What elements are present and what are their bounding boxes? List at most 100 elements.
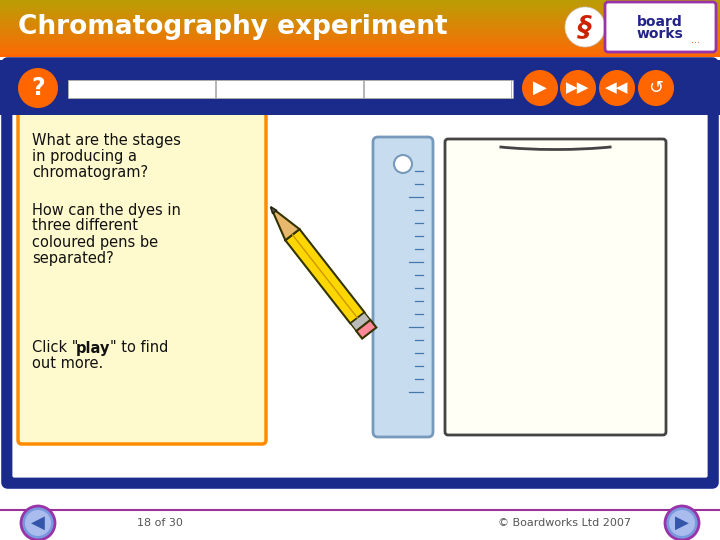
- Bar: [0, 6, 720, 7]
- Text: " to find: " to find: [110, 341, 168, 355]
- Bar: [0, 49, 720, 50]
- Text: board: board: [637, 15, 683, 29]
- Bar: [0, 53, 720, 54]
- FancyBboxPatch shape: [68, 80, 513, 98]
- Bar: [0, 34, 720, 35]
- Bar: [0, 55, 720, 57]
- Text: in producing a: in producing a: [32, 148, 137, 164]
- Bar: [0, 20, 720, 21]
- Polygon shape: [271, 207, 276, 214]
- Text: © Boardworks Ltd 2007: © Boardworks Ltd 2007: [498, 518, 631, 528]
- Text: ◀◀: ◀◀: [606, 80, 629, 96]
- Circle shape: [394, 155, 412, 173]
- Bar: [0, 60, 720, 115]
- Bar: [0, 44, 720, 45]
- Bar: [0, 21, 720, 22]
- Polygon shape: [271, 207, 300, 240]
- FancyBboxPatch shape: [216, 80, 363, 98]
- Bar: [0, 30, 720, 31]
- Circle shape: [638, 70, 674, 106]
- Text: ?: ?: [31, 76, 45, 100]
- Bar: [0, 4, 720, 5]
- Circle shape: [565, 7, 605, 47]
- FancyBboxPatch shape: [605, 2, 716, 52]
- Bar: [0, 32, 720, 33]
- Text: How can the dyes in: How can the dyes in: [32, 202, 181, 218]
- Bar: [0, 38, 720, 39]
- Circle shape: [560, 70, 596, 106]
- Circle shape: [21, 506, 55, 540]
- Text: three different: three different: [32, 219, 138, 233]
- Bar: [0, 10, 720, 11]
- Bar: [0, 26, 720, 27]
- Polygon shape: [356, 320, 377, 339]
- Bar: [0, 40, 720, 41]
- Bar: [0, 25, 720, 26]
- Text: coloured pens be: coloured pens be: [32, 234, 158, 249]
- Bar: [0, 28, 720, 29]
- Bar: [0, 3, 720, 4]
- Text: What are the stages: What are the stages: [32, 132, 181, 147]
- Bar: [0, 37, 720, 38]
- Bar: [0, 15, 720, 16]
- FancyBboxPatch shape: [4, 60, 716, 486]
- FancyBboxPatch shape: [373, 137, 433, 437]
- Bar: [0, 19, 720, 20]
- Circle shape: [25, 510, 51, 536]
- Bar: [0, 47, 720, 48]
- Bar: [0, 39, 720, 40]
- Bar: [0, 0, 720, 1]
- Bar: [0, 46, 720, 47]
- Bar: [0, 18, 720, 19]
- Bar: [0, 41, 720, 42]
- Circle shape: [669, 510, 695, 536]
- Text: §: §: [578, 13, 592, 41]
- Bar: [0, 505, 720, 540]
- Bar: [0, 33, 720, 34]
- Bar: [0, 23, 720, 24]
- Circle shape: [665, 506, 699, 540]
- FancyBboxPatch shape: [68, 80, 215, 98]
- Text: ▶: ▶: [533, 79, 547, 97]
- Circle shape: [599, 70, 635, 106]
- Polygon shape: [285, 229, 364, 323]
- Bar: [0, 22, 720, 23]
- Bar: [0, 29, 720, 30]
- Text: Chromatography experiment: Chromatography experiment: [18, 14, 448, 40]
- Bar: [0, 36, 720, 37]
- Polygon shape: [351, 312, 370, 331]
- Bar: [0, 14, 720, 15]
- Bar: [0, 50, 720, 51]
- Text: ▶▶: ▶▶: [566, 80, 590, 96]
- Bar: [0, 52, 720, 53]
- Text: 18 of 30: 18 of 30: [137, 518, 183, 528]
- Text: play: play: [76, 341, 110, 355]
- Text: Click ": Click ": [32, 341, 78, 355]
- Bar: [0, 54, 720, 55]
- FancyBboxPatch shape: [445, 139, 666, 435]
- Bar: [0, 8, 720, 9]
- Bar: [0, 13, 720, 14]
- Bar: [0, 1, 720, 2]
- Text: ◀: ◀: [31, 514, 45, 532]
- Text: ↺: ↺: [649, 79, 664, 97]
- Text: ▶: ▶: [675, 514, 689, 532]
- Text: out more.: out more.: [32, 356, 103, 372]
- Circle shape: [522, 70, 558, 106]
- Bar: [0, 17, 720, 18]
- FancyBboxPatch shape: [364, 80, 511, 98]
- Bar: [0, 7, 720, 8]
- Bar: [0, 31, 720, 32]
- Bar: [0, 45, 720, 46]
- Bar: [0, 12, 720, 13]
- Bar: [0, 24, 720, 25]
- Bar: [0, 35, 720, 36]
- FancyBboxPatch shape: [523, 67, 713, 109]
- Bar: [0, 5, 720, 6]
- Bar: [0, 27, 720, 28]
- FancyBboxPatch shape: [18, 106, 266, 444]
- Text: How is a chromatogram produced?: How is a chromatogram produced?: [168, 84, 552, 103]
- Text: chromatogram?: chromatogram?: [32, 165, 148, 179]
- Bar: [0, 9, 720, 10]
- Bar: [0, 42, 720, 43]
